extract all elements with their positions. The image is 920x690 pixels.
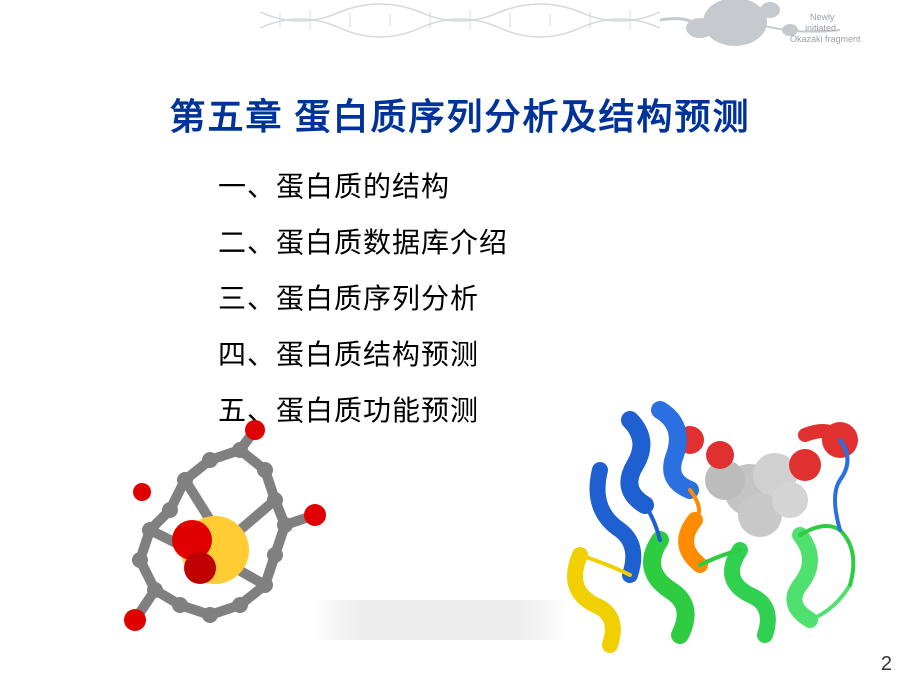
shadow-strip bbox=[310, 600, 570, 640]
banner-label-2: initiated bbox=[805, 23, 836, 33]
banner-label-1: Newly bbox=[810, 12, 835, 22]
outline-list: 一、蛋白质的结构 二、蛋白质数据库介绍 三、蛋白质序列分析 四、蛋白质结构预测 … bbox=[218, 160, 508, 440]
heme-molecule-icon bbox=[80, 420, 340, 660]
page-number: 2 bbox=[881, 653, 892, 676]
outline-item-2: 二、蛋白质数据库介绍 bbox=[218, 216, 508, 272]
banner-label-3: Okazaki fragment bbox=[790, 34, 861, 44]
top-banner: Newly initiated Okazaki fragment bbox=[0, 0, 920, 60]
protein-ribbon-icon bbox=[540, 380, 880, 660]
outline-item-1: 一、蛋白质的结构 bbox=[218, 160, 508, 216]
outline-item-3: 三、蛋白质序列分析 bbox=[218, 272, 508, 328]
slide-title: 第五章 蛋白质序列分析及结构预测 bbox=[169, 88, 750, 140]
outline-item-4: 四、蛋白质结构预测 bbox=[218, 328, 508, 384]
slide-container: Newly initiated Okazaki fragment 第五章 蛋白质… bbox=[0, 0, 920, 690]
